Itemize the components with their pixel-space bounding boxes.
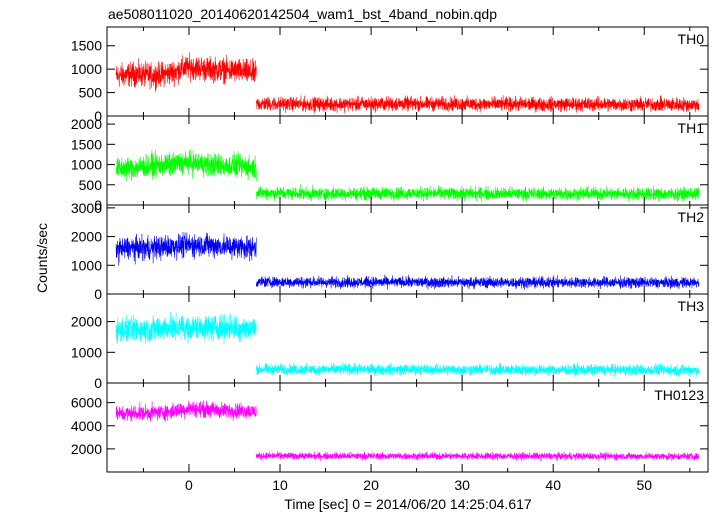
panel-th2: 0 1000 2000 3000 TH2 bbox=[71, 200, 709, 302]
y-tick-label: 3000 bbox=[71, 200, 102, 216]
series-line-th3-1 bbox=[256, 362, 700, 378]
y-tick-label: 1000 bbox=[71, 257, 102, 273]
panel-label-th0123: TH0123 bbox=[654, 387, 704, 403]
y-axis-label: Counts/sec bbox=[34, 223, 50, 293]
series-th0 bbox=[115, 52, 700, 114]
y-tick-label: 1500 bbox=[71, 38, 102, 54]
y-tick-label: 0 bbox=[94, 286, 102, 302]
y-tick-label: 1000 bbox=[71, 157, 102, 173]
y-tick-label: 0 bbox=[94, 375, 102, 391]
series-line-th1-0 bbox=[115, 149, 257, 182]
y-tick-label: 0 bbox=[94, 197, 102, 213]
series-th1 bbox=[115, 149, 700, 203]
series-th2 bbox=[115, 231, 700, 291]
x-tick-label: 20 bbox=[363, 477, 379, 493]
panel-th1: 0 500 1000 1500 2000 TH1 bbox=[71, 115, 709, 213]
x-tick-label: 10 bbox=[272, 477, 288, 493]
series-th3 bbox=[115, 311, 700, 378]
panel-label-th2: TH2 bbox=[678, 209, 705, 225]
series-line-th0-0 bbox=[115, 52, 257, 93]
chart-title: ae508011020_20140620142504_wam1_bst_4ban… bbox=[108, 6, 497, 22]
y-tick-label: 2000 bbox=[71, 314, 102, 330]
series-line-th3-0 bbox=[115, 311, 257, 345]
y-tick-label: 1000 bbox=[71, 344, 102, 360]
y-tick-label: 2000 bbox=[71, 229, 102, 245]
y-tick-label: 0 bbox=[94, 108, 102, 124]
series-line-th2-0 bbox=[115, 231, 257, 266]
y-tick-label: 1500 bbox=[71, 136, 102, 152]
x-axis-label: Time [sec] 0 = 2014/06/20 14:25:04.617 bbox=[284, 496, 532, 512]
x-tick-label: 50 bbox=[636, 477, 652, 493]
y-tick-label: 500 bbox=[79, 177, 103, 193]
panel-label-th1: TH1 bbox=[678, 120, 705, 136]
panel-th0123: 2000 4000 6000 TH0123 bbox=[71, 382, 709, 473]
x-tick-label: 0 bbox=[185, 477, 193, 493]
panel-label-th3: TH3 bbox=[678, 298, 705, 314]
series-line-th0-1 bbox=[256, 95, 700, 114]
panel-frame bbox=[106, 382, 709, 473]
series-line-th0123-0 bbox=[115, 400, 257, 423]
y-tick-label: 4000 bbox=[71, 418, 102, 434]
series-line-th2-1 bbox=[256, 274, 700, 291]
panel-th0: 0 500 1000 1500 TH0 bbox=[71, 26, 709, 124]
y-tick-label: 2000 bbox=[71, 116, 102, 132]
y-tick-label: 2000 bbox=[71, 441, 102, 457]
x-tick-label: 40 bbox=[545, 477, 561, 493]
y-tick-label: 500 bbox=[79, 85, 103, 101]
y-tick-label: 1000 bbox=[71, 61, 102, 77]
series-line-th1-1 bbox=[256, 184, 700, 203]
panel-label-th0: TH0 bbox=[678, 31, 705, 47]
series-th0123 bbox=[115, 400, 700, 462]
y-tick-label: 6000 bbox=[71, 395, 102, 411]
series-line-th0123-1 bbox=[256, 451, 700, 462]
panel-th3: 0 1000 2000 TH3 bbox=[71, 293, 709, 391]
x-tick-label: 30 bbox=[454, 477, 470, 493]
